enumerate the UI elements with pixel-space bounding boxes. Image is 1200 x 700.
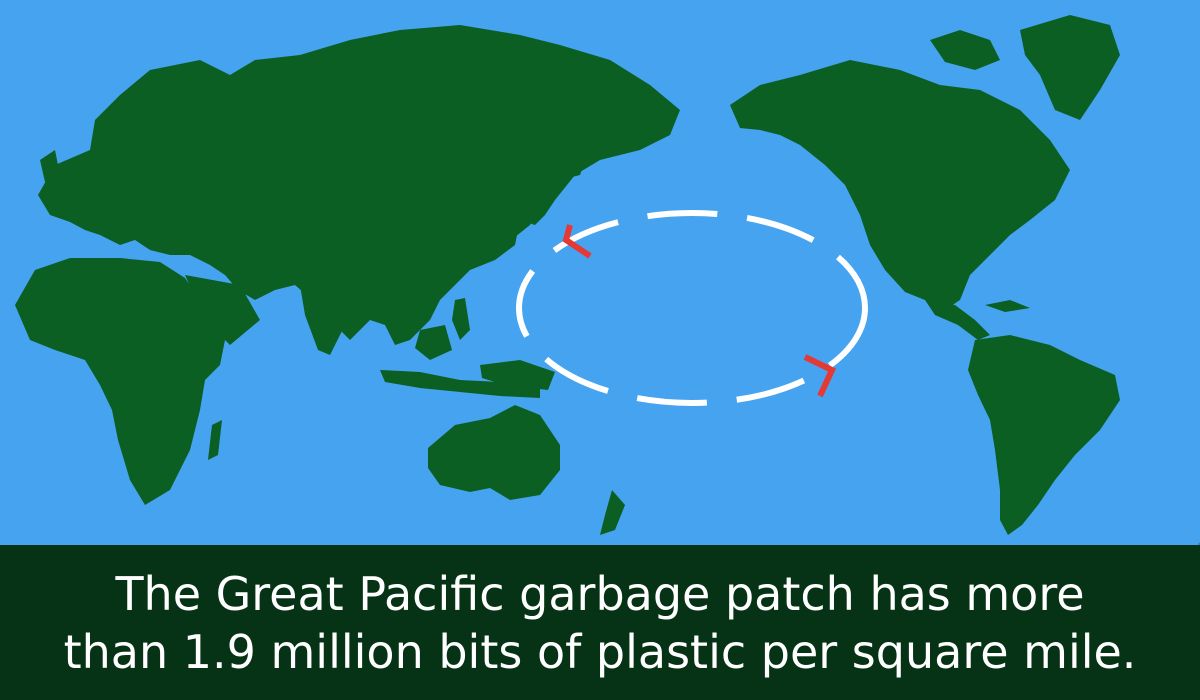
philippines: [452, 298, 470, 340]
south-america-landmass: [968, 335, 1120, 535]
scandinavia: [100, 85, 150, 150]
british-isles: [40, 150, 60, 182]
caption-bar: The Great Pacific garbage patch has more…: [0, 545, 1200, 700]
borneo: [415, 325, 452, 360]
africa-landmass: [15, 258, 225, 505]
north-america-landmass: [730, 60, 1070, 310]
new-zealand: [600, 490, 625, 535]
australia: [428, 405, 560, 500]
madagascar: [208, 420, 222, 460]
new-guinea: [480, 360, 555, 390]
caribbean-islands: [985, 300, 1030, 312]
caption-line-2: than 1.9 million bits of plastic per squ…: [63, 624, 1137, 679]
greenland: [1020, 15, 1120, 120]
arrowhead-bottom-right: [803, 354, 836, 398]
india: [300, 285, 350, 355]
japan: [495, 185, 545, 245]
indonesia: [380, 370, 540, 398]
gyre-circle: [516, 210, 868, 406]
kamchatka: [560, 140, 590, 180]
central-america: [925, 300, 990, 340]
eurasia-landmass: [38, 25, 680, 345]
arabia: [185, 275, 260, 345]
caption-text: The Great Pacific garbage patch has more…: [10, 565, 1190, 681]
arctic-islands: [930, 30, 1000, 70]
arrowhead-top-left: [562, 224, 592, 259]
landmasses: [15, 15, 1120, 535]
world-map: [15, 15, 1120, 535]
caption-line-1: The Great Pacific garbage patch has more: [115, 566, 1085, 621]
